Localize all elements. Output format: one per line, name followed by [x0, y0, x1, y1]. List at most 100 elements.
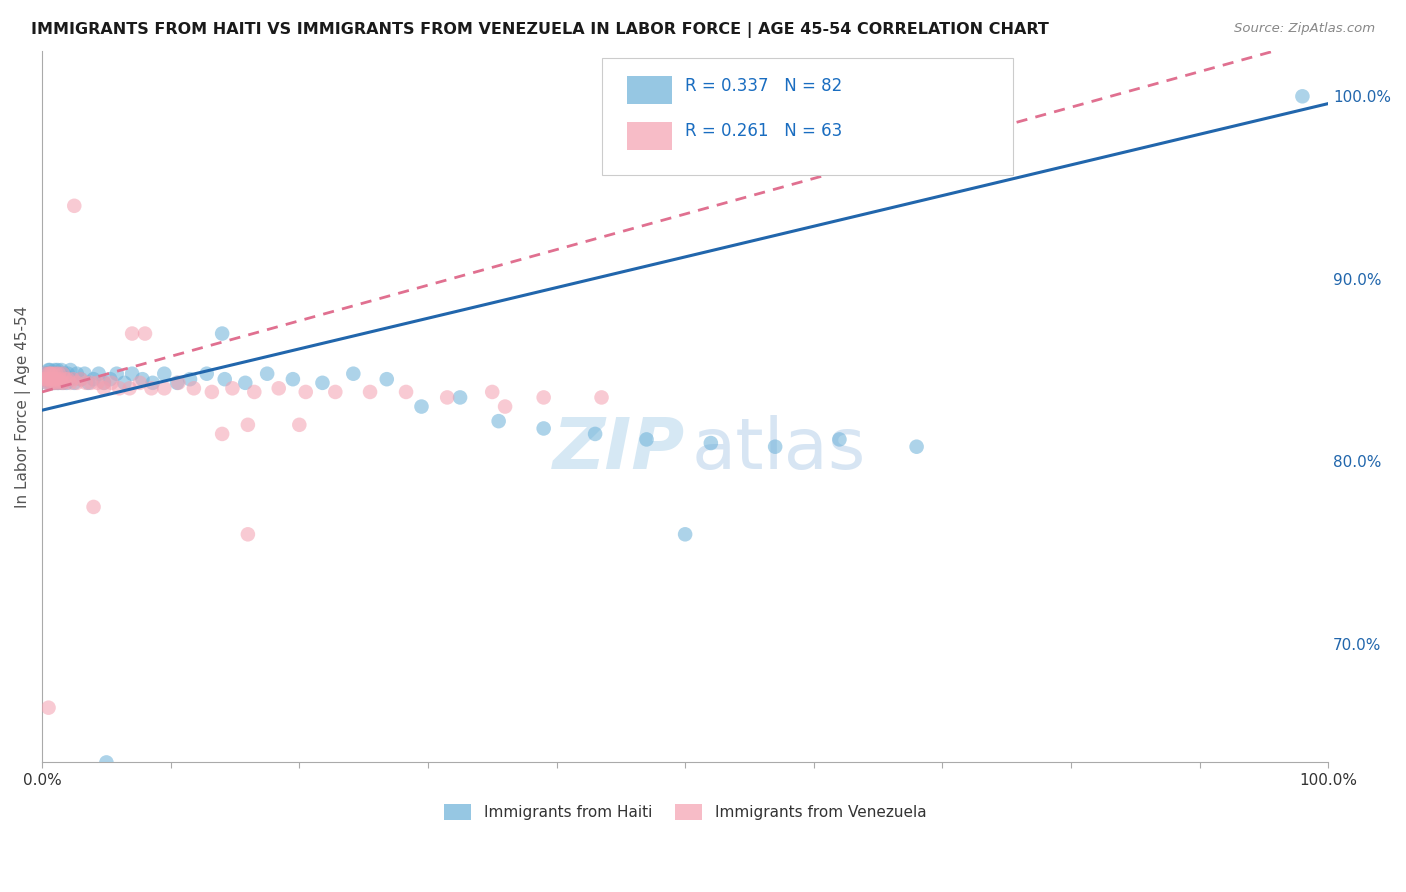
Point [44, 372, 66, 386]
Text: atlas: atlas [692, 415, 866, 483]
Point [35, 367, 58, 381]
Point [32, 372, 55, 386]
Point [201, 384, 224, 399]
Point [449, 391, 471, 405]
Point [53, 367, 76, 381]
Point [86, 376, 108, 390]
Point [211, 326, 233, 341]
Point [236, 417, 259, 432]
Point [41, 367, 63, 381]
Point [35, 372, 58, 386]
Point [39, 376, 62, 390]
Point [55, 376, 77, 390]
Point [37, 376, 59, 390]
Point [66, 376, 89, 390]
Point [87, 367, 110, 381]
Point [93, 376, 115, 390]
Point [118, 381, 141, 395]
Point [62, 372, 84, 386]
Point [763, 440, 786, 454]
Point [48, 367, 70, 381]
Y-axis label: In Labor Force | Age 45-54: In Labor Force | Age 45-54 [15, 305, 31, 508]
Point [53, 376, 76, 390]
Point [533, 421, 555, 435]
Point [211, 426, 233, 441]
Point [63, 199, 86, 213]
Point [281, 372, 304, 386]
Point [294, 384, 316, 399]
Point [66, 367, 89, 381]
Point [45, 372, 67, 386]
Point [48, 367, 70, 381]
Point [59, 363, 82, 377]
Point [256, 367, 278, 381]
Point [233, 376, 256, 390]
Point [134, 326, 156, 341]
Point [56, 372, 79, 386]
Point [45, 367, 67, 381]
Point [53, 372, 76, 386]
FancyBboxPatch shape [627, 122, 672, 151]
Point [488, 414, 510, 428]
Point [411, 400, 433, 414]
Point [41, 376, 63, 390]
Point [44, 367, 66, 381]
Point [359, 384, 381, 399]
Point [142, 376, 165, 390]
Point [1291, 89, 1313, 103]
Point [38, 367, 60, 381]
Text: IMMIGRANTS FROM HAITI VS IMMIGRANTS FROM VENEZUELA IN LABOR FORCE | AGE 45-54 CO: IMMIGRANTS FROM HAITI VS IMMIGRANTS FROM… [31, 22, 1049, 38]
Point [38, 367, 60, 381]
Point [153, 381, 176, 395]
Point [214, 372, 236, 386]
Point [52, 376, 75, 390]
Point [38, 700, 60, 714]
Point [41, 367, 63, 381]
Point [42, 372, 65, 386]
Point [481, 384, 503, 399]
Point [105, 367, 128, 381]
Point [108, 381, 131, 395]
Point [311, 376, 333, 390]
Point [93, 381, 115, 395]
Point [166, 376, 188, 390]
Point [46, 376, 69, 390]
Point [267, 381, 290, 395]
Point [41, 376, 63, 390]
Point [49, 367, 72, 381]
Point [35, 372, 58, 386]
Point [59, 376, 82, 390]
Point [42, 367, 65, 381]
Point [83, 372, 105, 386]
Point [38, 372, 60, 386]
Point [128, 376, 150, 390]
Point [42, 372, 65, 386]
Point [39, 372, 62, 386]
Point [39, 372, 62, 386]
Point [37, 376, 59, 390]
Point [58, 372, 80, 386]
Point [52, 367, 75, 381]
Point [494, 400, 516, 414]
FancyBboxPatch shape [602, 58, 1014, 175]
Text: ZIP: ZIP [553, 415, 685, 483]
Point [42, 376, 65, 390]
Point [77, 376, 100, 390]
Point [63, 376, 86, 390]
Point [75, 376, 97, 390]
Point [98, 372, 121, 386]
Point [69, 372, 91, 386]
Point [39, 367, 62, 381]
Point [141, 381, 163, 395]
Point [183, 381, 205, 395]
Point [34, 367, 56, 381]
Point [32, 372, 55, 386]
Point [243, 384, 266, 399]
Point [37, 367, 59, 381]
Point [73, 367, 96, 381]
Point [131, 372, 153, 386]
Point [323, 384, 346, 399]
Point [195, 367, 218, 381]
Point [38, 367, 60, 381]
Point [53, 372, 76, 386]
